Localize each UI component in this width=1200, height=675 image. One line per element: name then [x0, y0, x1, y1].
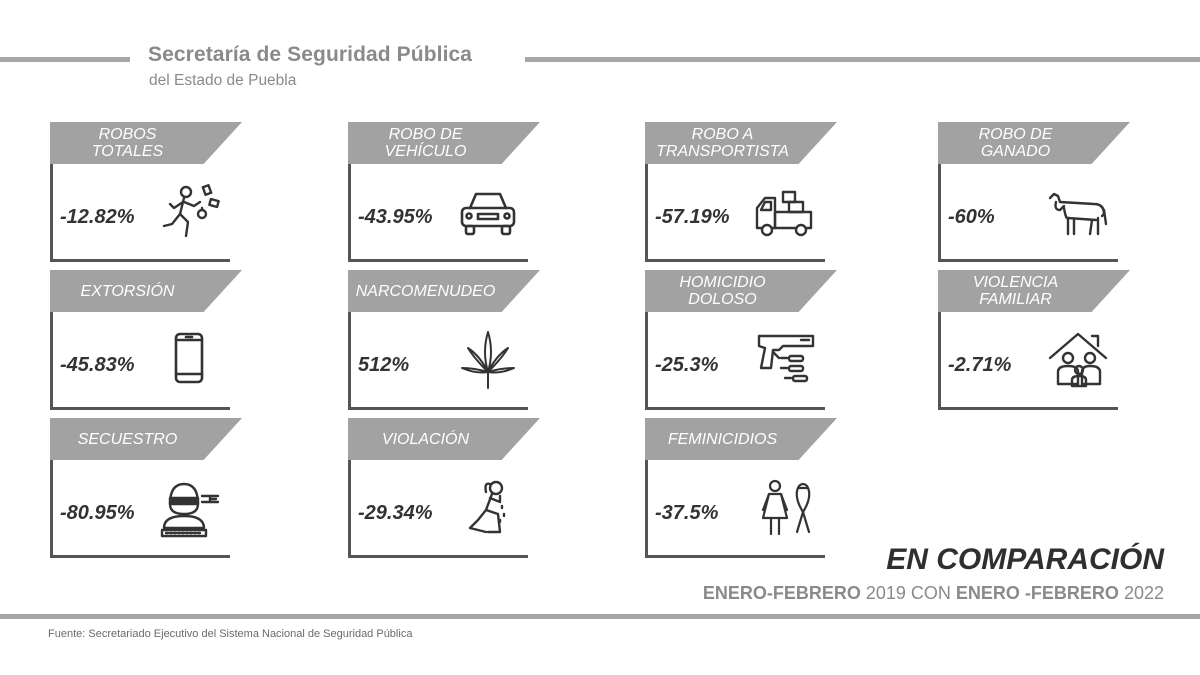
card-value: -37.5% — [655, 502, 719, 524]
crying-person-icon — [456, 476, 520, 540]
cannabis-leaf-icon — [456, 328, 520, 392]
header-title: Secretaría de Seguridad Pública — [148, 43, 473, 66]
gun-icon — [753, 328, 817, 392]
card-value: -29.34% — [358, 502, 433, 524]
card-tag — [50, 122, 242, 164]
running-thief-icon — [158, 180, 222, 244]
card-value: -43.95% — [358, 206, 433, 228]
cow-icon — [1046, 180, 1110, 244]
card-secuestro: SECUESTRO -80.95% — [50, 418, 242, 558]
card-label: ROBO DE GANADO — [978, 126, 1053, 160]
card-value: -60% — [948, 206, 995, 228]
card-tag — [645, 418, 837, 460]
card-frame — [645, 448, 825, 558]
source-note: Fuente: Secretariado Ejecutivo del Siste… — [48, 628, 413, 640]
card-robos-totales: ROBOS TOTALES -12.82% — [50, 122, 242, 262]
card-frame — [50, 448, 230, 558]
comparison-year-a: 2019 — [865, 583, 906, 603]
comparison-year-b: 2022 — [1123, 583, 1164, 603]
card-value: -25.3% — [655, 354, 719, 376]
card-violencia-familiar: VIOLENCIA FAMILIAR -2.71% — [938, 270, 1130, 410]
card-extorsion: EXTORSIÓN -45.83% — [50, 270, 242, 410]
card-frame — [645, 152, 825, 262]
card-value: -2.71% — [948, 354, 1012, 376]
card-tag — [348, 270, 540, 312]
header-rule-right — [525, 57, 1200, 62]
card-frame — [645, 300, 825, 410]
card-label: NARCOMENUDEO — [355, 282, 496, 300]
family-house-icon — [1046, 328, 1110, 392]
hostage-icon — [158, 476, 222, 540]
card-violacion: VIOLACIÓN -29.34% — [348, 418, 540, 558]
card-label: ROBO A TRANSPORTISTA — [656, 126, 789, 160]
card-value: -45.83% — [60, 354, 135, 376]
card-frame — [938, 300, 1118, 410]
header-rule-left — [0, 57, 130, 62]
card-tag — [645, 270, 837, 312]
woman-ribbon-icon — [753, 476, 817, 540]
card-narcomenudeo: NARCOMENUDEO 512% — [348, 270, 540, 410]
card-label: VIOLENCIA FAMILIAR — [972, 274, 1059, 308]
comparison-connector: CON — [910, 583, 951, 603]
footer-rule — [0, 614, 1200, 619]
card-value: -80.95% — [60, 502, 135, 524]
card-label: VIOLACIÓN — [381, 430, 470, 448]
card-frame — [348, 448, 528, 558]
card-label: EXTORSIÓN — [80, 282, 175, 300]
card-feminicidios: FEMINICIDIOS -37.5% — [645, 418, 837, 558]
car-icon — [456, 180, 520, 244]
card-frame — [348, 152, 528, 262]
card-tag — [348, 122, 540, 164]
phone-icon — [158, 328, 222, 392]
card-label: ROBOS TOTALES — [91, 126, 164, 160]
card-tag — [938, 270, 1130, 312]
truck-icon — [753, 180, 817, 244]
card-homicidio-doloso: HOMICIDIO DOLOSO -25.3% — [645, 270, 837, 410]
card-frame — [50, 300, 230, 410]
card-label: FEMINICIDIOS — [667, 430, 778, 448]
card-robo-vehiculo: ROBO DE VEHÍCULO -43.95% — [348, 122, 540, 262]
card-value: 512% — [358, 354, 410, 376]
card-frame — [348, 300, 528, 410]
card-tag — [645, 122, 837, 164]
comparison-period-b: ENERO -FEBRERO — [955, 583, 1119, 603]
card-label: SECUESTRO — [77, 430, 178, 448]
card-label: HOMICIDIO DOLOSO — [679, 274, 766, 308]
card-label: ROBO DE VEHÍCULO — [384, 126, 467, 160]
header-subtitle: del Estado de Puebla — [149, 72, 297, 89]
comparison-subtitle: ENERO-FEBRERO 2019 CON ENERO -FEBRERO 20… — [703, 583, 1164, 604]
card-tag — [938, 122, 1130, 164]
card-tag — [348, 418, 540, 460]
card-frame — [50, 152, 230, 262]
card-tag — [50, 418, 242, 460]
card-frame — [938, 152, 1118, 262]
card-robo-transportista: ROBO A TRANSPORTISTA -57.19% — [645, 122, 837, 262]
card-tag — [50, 270, 242, 312]
card-value: -57.19% — [655, 206, 730, 228]
card-value: -12.82% — [60, 206, 135, 228]
comparison-title: EN COMPARACIÓN — [886, 543, 1164, 576]
comparison-period-a: ENERO-FEBRERO — [702, 583, 861, 603]
card-robo-ganado: ROBO DE GANADO -60% — [938, 122, 1130, 262]
